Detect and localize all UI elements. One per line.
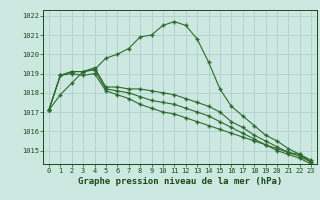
X-axis label: Graphe pression niveau de la mer (hPa): Graphe pression niveau de la mer (hPa) <box>78 177 282 186</box>
